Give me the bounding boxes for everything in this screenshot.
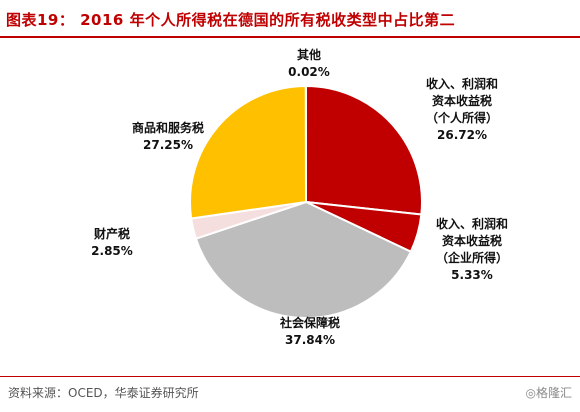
footer-rule: [0, 376, 580, 377]
title-rule: [0, 36, 580, 38]
slice-value-label-2-1: 37.84%: [285, 333, 335, 347]
slice-name-label-2-0: 社会保障税: [279, 315, 340, 330]
slice-name-label-4-0: 商品和服务税: [132, 120, 204, 135]
slice-value-label-1-3: 5.33%: [451, 268, 493, 282]
pie-chart: 收入、利润和资本收益税（个人所得）26.72%收入、利润和资本收益税（企业所得）…: [91, 47, 508, 347]
title-bar: 图表19： 2016 年个人所得税在德国的所有税收类型中占比第二: [0, 0, 580, 38]
slice-name-label-0-0: 收入、利润和: [426, 76, 498, 91]
chart-title: 图表19： 2016 年个人所得税在德国的所有税收类型中占比第二: [6, 11, 456, 29]
slice-value-label-4-1: 27.25%: [143, 138, 193, 152]
pie-slice-2: [194, 200, 413, 319]
slice-name-label-0-1: 资本收益税: [432, 93, 492, 108]
slice-value-label-5-1: 0.02%: [288, 65, 330, 79]
watermark: ◎格隆汇: [525, 386, 572, 400]
source-note: 资料来源：OCED，华泰证券研究所: [8, 386, 199, 400]
slice-value-label-3-1: 2.85%: [91, 244, 133, 258]
slice-name-label-0-2: （个人所得）: [426, 110, 498, 125]
slice-name-label-5-0: 其他: [297, 47, 321, 62]
pie-slice-4: [189, 84, 308, 220]
chart-area: 收入、利润和 资本收益税 （个人所得） 26.72% 收入、利润和 资本收益税 （企业所得）…: [0, 38, 580, 368]
slice-name-label-1-0: 收入、利润和: [436, 216, 508, 231]
pie-slice-0: [305, 84, 423, 216]
slice-name-label-3-0: 财产税: [93, 226, 130, 241]
slice-name-label-1-1: 资本收益税: [442, 233, 502, 248]
slice-name-label-1-2: （企业所得）: [436, 250, 508, 265]
slice-value-label-0-3: 26.72%: [437, 128, 487, 142]
